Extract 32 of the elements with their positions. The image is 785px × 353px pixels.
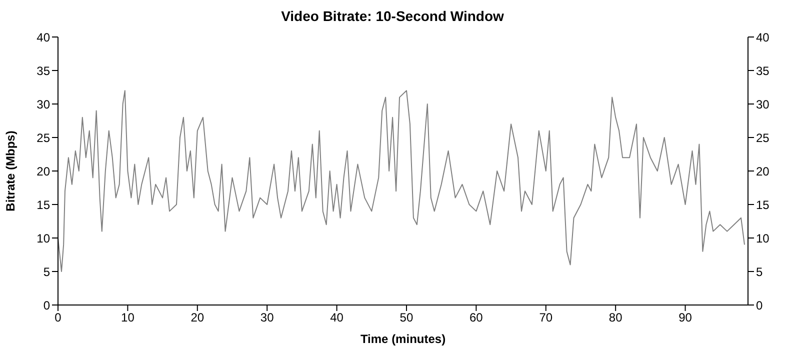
x-axis-title: Time (minutes) bbox=[360, 332, 446, 346]
line-series bbox=[58, 90, 746, 272]
y2-tick-label: 35 bbox=[756, 64, 770, 78]
y-tick-label: 25 bbox=[36, 130, 50, 145]
y-tick-label: 30 bbox=[36, 97, 50, 112]
y2-tick-label: 40 bbox=[756, 30, 770, 44]
x-tick-label: 60 bbox=[470, 310, 484, 325]
y2-tick-label: 30 bbox=[756, 97, 770, 112]
y-tick-label: 10 bbox=[36, 231, 50, 246]
y2-tick-label: 10 bbox=[756, 231, 770, 246]
y-tick-label: 15 bbox=[36, 198, 50, 212]
x-tick-label: 50 bbox=[400, 310, 414, 325]
y2-tick-label: 25 bbox=[756, 130, 770, 145]
y-tick-label: 35 bbox=[36, 64, 50, 78]
x-tick-label: 0 bbox=[54, 310, 62, 325]
x-tick-label: 40 bbox=[330, 310, 344, 325]
y-tick-label: 40 bbox=[36, 30, 50, 44]
y-tick-label: 0 bbox=[43, 298, 50, 312]
x-tick-label: 80 bbox=[608, 310, 623, 325]
y2-tick-label: 5 bbox=[756, 264, 763, 279]
y2-tick-label: 15 bbox=[756, 198, 770, 212]
y-axis-title: Bitrate (Mbps) bbox=[3, 130, 18, 212]
y2-tick-label: 20 bbox=[756, 164, 770, 178]
x-tick-label: 20 bbox=[190, 310, 204, 325]
chart-title: Video Bitrate: 10-Second Window bbox=[280, 7, 505, 26]
y2-tick-label: 0 bbox=[756, 298, 763, 312]
x-tick-label: 10 bbox=[121, 310, 135, 325]
x-tick-label: 70 bbox=[539, 310, 553, 325]
y-tick-label: 20 bbox=[36, 164, 50, 178]
y-tick-label: 5 bbox=[43, 264, 50, 279]
x-tick-label: 90 bbox=[678, 310, 692, 325]
x-tick-label: 30 bbox=[260, 310, 274, 325]
